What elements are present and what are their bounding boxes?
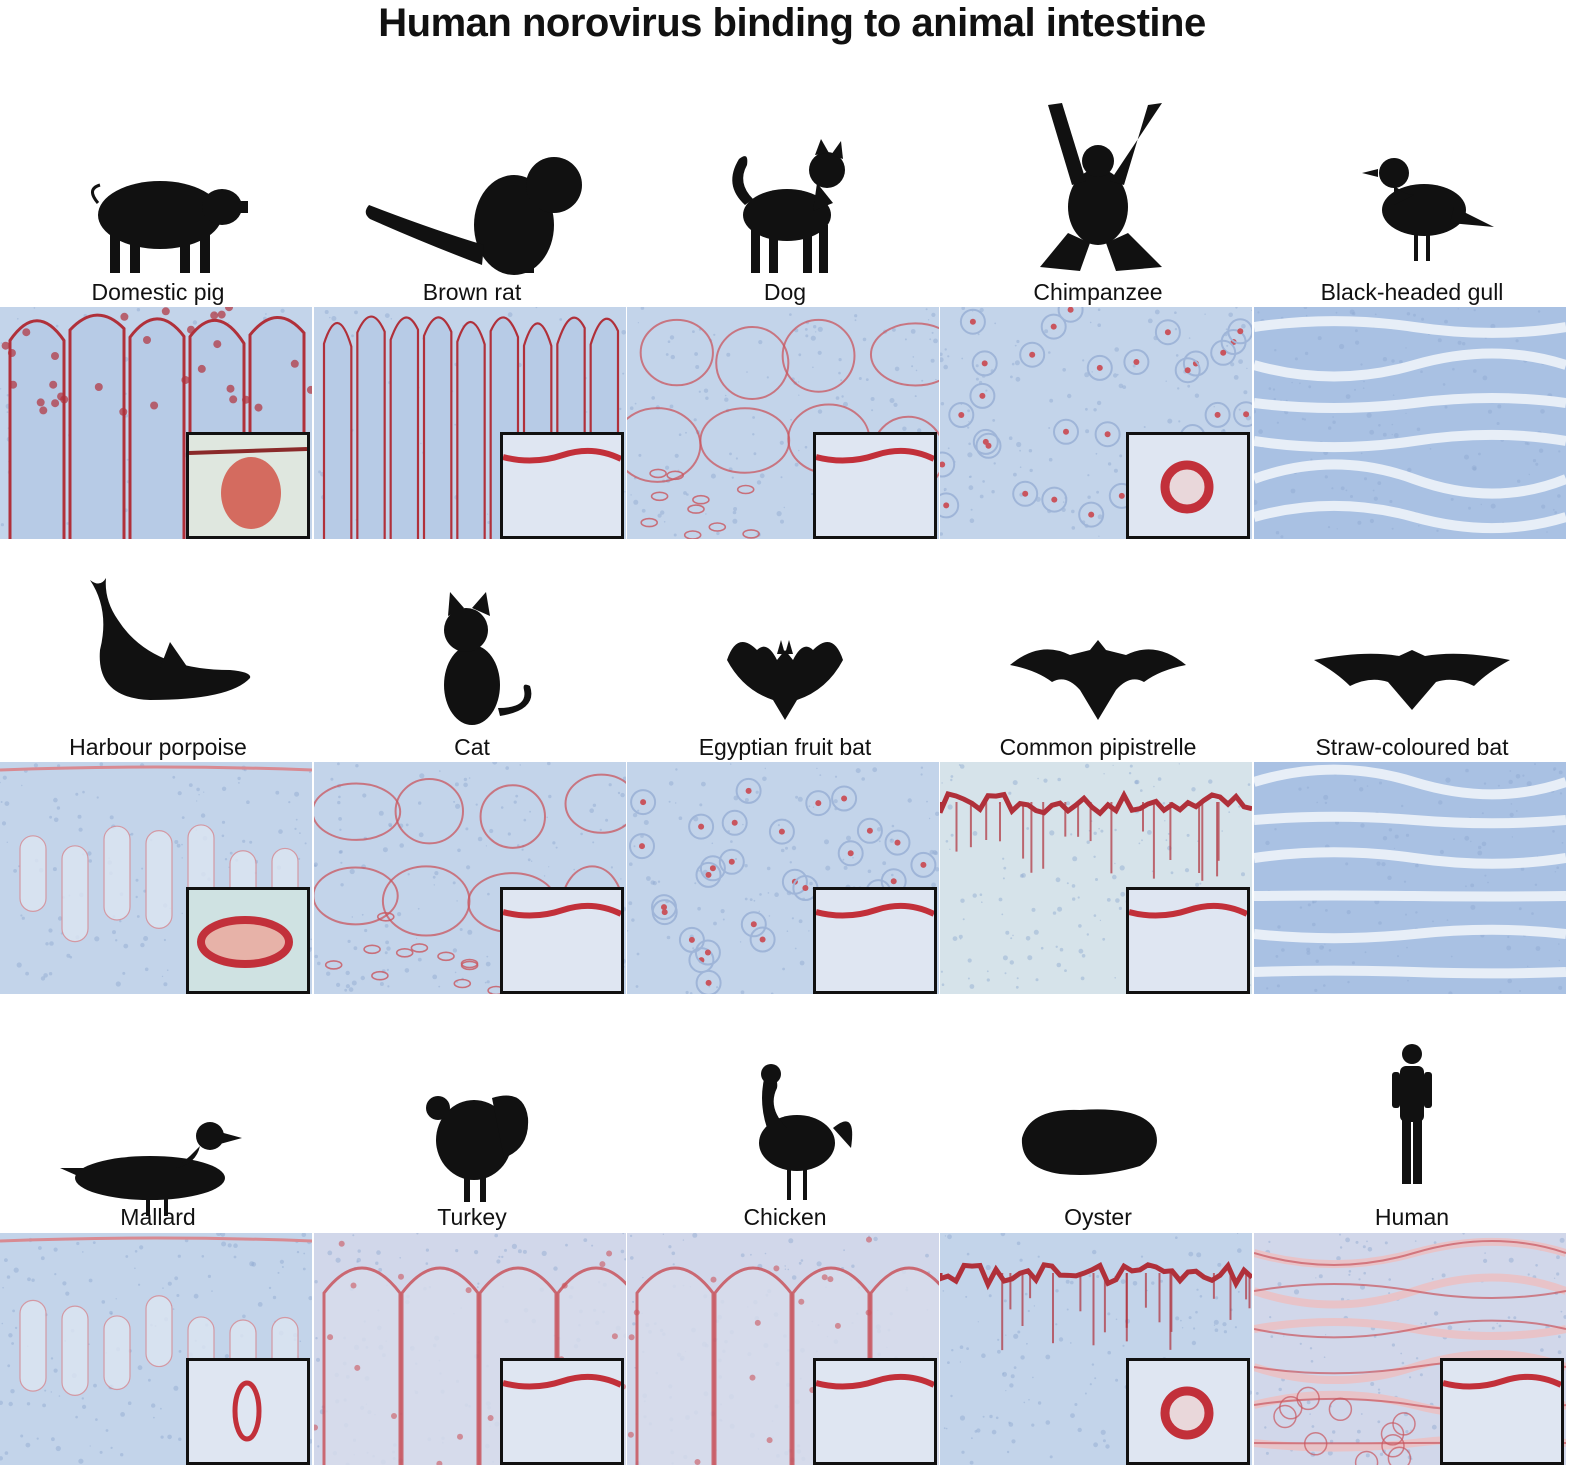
micrograph [0, 1233, 312, 1465]
micrograph-inset [186, 887, 310, 994]
micrograph-inset [1126, 432, 1250, 539]
panel-label: Cat [454, 734, 490, 760]
straw-bat-icon [1254, 550, 1570, 750]
micrograph [627, 762, 939, 994]
micrograph [627, 1233, 939, 1465]
panel-label: Mallard [120, 1204, 196, 1230]
panel-label: Brown rat [422, 279, 522, 305]
micrograph-inset [1126, 1358, 1250, 1465]
panel-label: Oyster [1064, 1204, 1132, 1230]
human-icon [1254, 1028, 1570, 1228]
micrograph-inset [500, 887, 624, 994]
micrograph [1254, 1233, 1566, 1465]
turkey-icon [314, 1028, 630, 1228]
micrograph-inset [186, 432, 310, 539]
micrograph-inset [186, 1358, 310, 1465]
chimpanzee-icon [940, 95, 1256, 295]
rat-icon [314, 95, 630, 295]
figure-title: Human norovirus binding to animal intest… [378, 1, 1206, 45]
porpoise-icon [0, 550, 316, 750]
micrograph-inset [813, 432, 937, 539]
pipistrelle-icon [940, 550, 1256, 750]
panel-label: Harbour porpoise [69, 734, 247, 760]
micrograph [0, 762, 312, 994]
micrograph-inset [813, 887, 937, 994]
panel-label: Human [1374, 1204, 1450, 1230]
micrograph [1254, 307, 1566, 539]
micrograph-inset [1126, 887, 1250, 994]
micrograph [1254, 762, 1566, 994]
micrograph [940, 1233, 1252, 1465]
gull-icon [1254, 95, 1570, 295]
micrograph [314, 1233, 626, 1465]
micrograph [314, 307, 626, 539]
panel-label: Straw-coloured bat [1315, 734, 1509, 760]
panel-label: Chicken [743, 1204, 827, 1230]
micrograph [627, 307, 939, 539]
micrograph-inset [500, 432, 624, 539]
fruit-bat-icon [627, 550, 943, 750]
pig-icon [0, 95, 316, 295]
panel-label: Dog [763, 279, 807, 305]
chicken-icon [627, 1028, 943, 1228]
micrograph [314, 762, 626, 994]
micrograph-inset [813, 1358, 937, 1465]
cat-icon [314, 550, 630, 750]
dog-icon [627, 95, 943, 295]
micrograph-inset [1440, 1358, 1564, 1465]
micrograph [940, 307, 1252, 539]
micrograph-inset [500, 1358, 624, 1465]
mallard-icon [0, 1028, 316, 1228]
oyster-icon [940, 1028, 1256, 1228]
micrograph [0, 307, 312, 539]
micrograph [940, 762, 1252, 994]
panel-label: Common pipistrelle [999, 734, 1197, 760]
panel-label: Egyptian fruit bat [698, 734, 872, 760]
panel-label: Turkey [437, 1204, 507, 1230]
panel-label: Black-headed gull [1320, 279, 1504, 305]
panel-label: Chimpanzee [1033, 279, 1163, 305]
panel-label: Domestic pig [91, 279, 225, 305]
